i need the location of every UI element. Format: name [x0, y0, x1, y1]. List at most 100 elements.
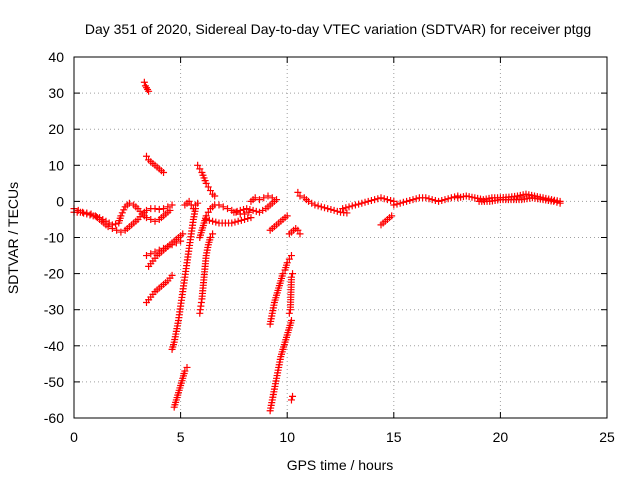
data-point-trace	[105, 219, 113, 227]
data-point-trace	[425, 195, 433, 203]
data-point	[140, 78, 148, 86]
data-point-trace	[321, 204, 329, 212]
axis-ticks	[73, 56, 608, 419]
data-point	[206, 234, 214, 241]
data-point	[236, 206, 244, 214]
data-point	[204, 208, 212, 216]
data-point	[289, 270, 297, 278]
data-point	[168, 201, 176, 209]
data-point-trace	[239, 206, 247, 214]
data-point	[230, 208, 238, 216]
data-point	[209, 217, 217, 225]
data-point	[83, 210, 91, 218]
x-axis-label: GPS time / hours	[287, 457, 394, 473]
data-point-trace	[244, 215, 252, 223]
data-point-trace	[399, 198, 407, 206]
data-point	[287, 317, 295, 325]
data-point	[343, 209, 351, 217]
data-point-trace	[212, 218, 220, 226]
data-point	[279, 270, 287, 278]
data-point	[324, 205, 332, 213]
x-tick-label: 15	[386, 429, 402, 445]
x-tick-label: 10	[279, 429, 295, 445]
data-point-trace	[86, 211, 94, 219]
x-tick-label: 25	[599, 429, 615, 445]
data-point	[185, 197, 193, 205]
data-point	[155, 205, 163, 213]
data-point	[441, 196, 449, 204]
data-point	[209, 230, 217, 238]
data-point-trace	[393, 200, 401, 208]
data-point	[104, 223, 112, 231]
data-point-trace	[361, 198, 369, 206]
data-point	[260, 194, 268, 202]
data-point	[247, 214, 255, 222]
data-point	[194, 161, 202, 169]
data-point	[364, 197, 372, 205]
data-point-trace	[387, 196, 395, 204]
grid-lines	[74, 57, 607, 418]
data-point	[435, 197, 443, 205]
data-point	[117, 212, 125, 220]
data-point	[428, 196, 436, 204]
data-point-trace	[120, 206, 128, 214]
x-axis-tick-labels: 0 5 10 15 20 25	[70, 429, 615, 445]
chart-title: Day 351 of 2020, Sidereal Day-to-day VTE…	[85, 21, 591, 37]
data-point-trace	[412, 195, 420, 203]
data-point-trace	[252, 207, 260, 215]
data-point-trace	[118, 209, 126, 217]
data-point	[550, 197, 558, 205]
data-point	[330, 206, 338, 214]
data-point	[403, 197, 411, 205]
data-point	[296, 230, 304, 238]
y-axis-tick-labels: 40 30 20 10 0 -10 -20 -30 -40 -50 -60	[44, 49, 64, 426]
data-point	[113, 226, 121, 234]
data-point	[251, 194, 259, 202]
data-point	[151, 217, 159, 225]
data-point	[351, 201, 359, 209]
data-point	[283, 259, 291, 267]
data-point	[556, 199, 564, 207]
data-point	[202, 215, 210, 223]
data-point-trace	[231, 218, 239, 226]
data-point	[294, 188, 302, 196]
data-point-trace	[80, 209, 88, 217]
x-tick-label: 0	[70, 429, 78, 445]
data-point	[268, 194, 276, 202]
data-point	[151, 205, 159, 213]
data-point	[241, 215, 249, 223]
data-point	[215, 201, 223, 209]
data-point-trace	[205, 216, 213, 224]
y-tick-label: 0	[56, 193, 64, 209]
data-point-trace	[308, 199, 316, 207]
data-point	[142, 206, 150, 214]
data-point	[145, 87, 153, 95]
data-point	[296, 192, 304, 200]
y-axis-label: SDTVAR / TECUs	[5, 182, 21, 294]
data-point	[289, 392, 297, 400]
data-point	[383, 196, 391, 204]
data-point	[219, 203, 227, 211]
data-point	[422, 194, 430, 202]
y-tick-label: 40	[48, 49, 64, 65]
data-point-trace	[367, 196, 375, 204]
data-point-trace	[246, 206, 254, 214]
data-point	[249, 206, 257, 214]
data-point	[147, 215, 155, 223]
data-point-trace	[553, 198, 561, 206]
y-tick-label: 30	[48, 85, 64, 101]
data-point	[194, 199, 202, 207]
data-point	[160, 205, 168, 213]
data-point	[117, 228, 125, 236]
data-point	[255, 196, 263, 204]
data-point	[285, 255, 293, 263]
data-point	[181, 367, 189, 375]
data-points-layer	[70, 78, 564, 415]
data-point-trace	[406, 196, 414, 204]
data-point	[390, 201, 398, 209]
data-point	[204, 183, 212, 191]
data-point	[183, 363, 191, 371]
data-point	[142, 152, 150, 160]
data-point	[147, 250, 155, 258]
